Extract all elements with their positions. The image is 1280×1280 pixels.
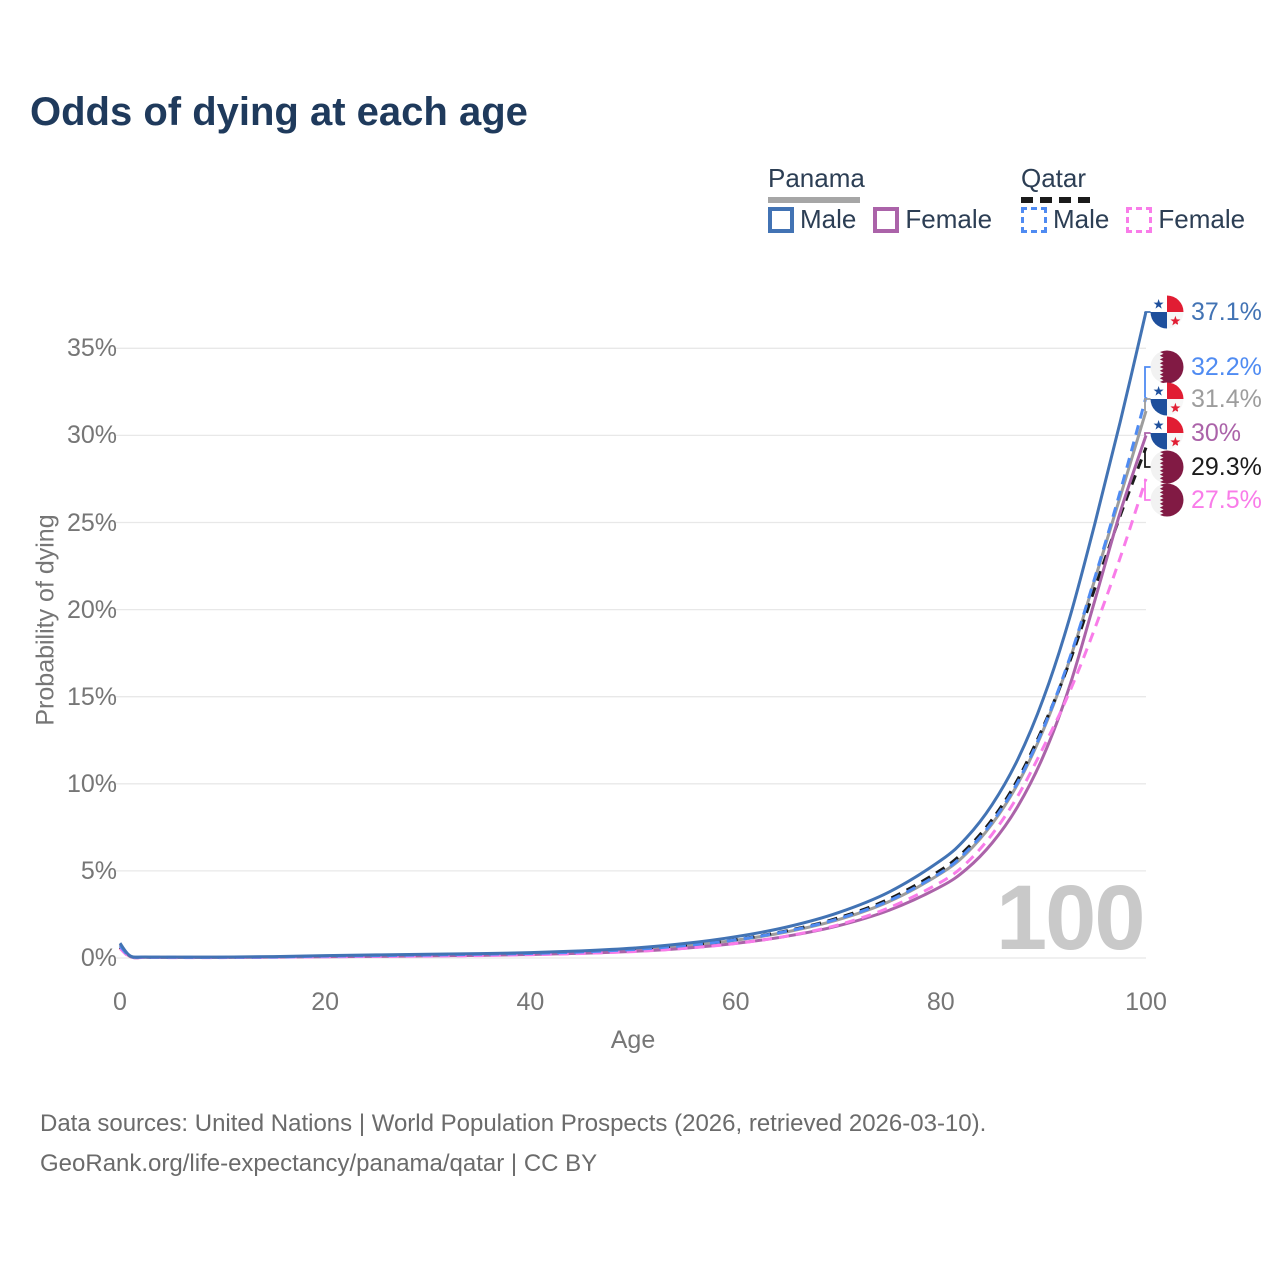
footer-data-sources: Data sources: United Nations | World Pop…	[40, 1110, 987, 1137]
panama-female-swatch-icon	[873, 206, 900, 233]
label-connector-panama	[1144, 398, 1152, 411]
chart-title: Odds of dying at each age	[30, 90, 528, 134]
legend-panama-underline	[768, 197, 860, 203]
qatar-flag-icon	[1150, 350, 1184, 384]
end-label-panama-total: 31.4%	[1150, 382, 1262, 416]
end-label-panama-male: 37.1%	[1150, 295, 1262, 329]
qatar-male-swatch-icon	[1021, 206, 1047, 233]
legend-item-label: Female	[1158, 204, 1246, 234]
label-connector-qatar-male	[1144, 366, 1152, 398]
legend-item-label: Female	[905, 204, 993, 234]
legend-item-panama-female[interactable]: Female	[873, 204, 992, 235]
footer: Data sources: United Nations | World Pop…	[40, 1104, 986, 1184]
panama-flag-icon	[1150, 416, 1184, 450]
qatar-flag-icon	[1150, 450, 1184, 484]
end-value: 27.5%	[1191, 485, 1262, 514]
qatar-female-swatch-icon	[1126, 206, 1153, 233]
legend-items-panama: Male Female	[768, 204, 1009, 235]
label-connector-panama-female	[1144, 432, 1152, 436]
end-value: 29.3%	[1191, 452, 1262, 481]
series-line-panama-male	[118, 311, 1148, 959]
legend-item-label: Male	[800, 204, 857, 234]
legend-group-panama-label: Panama	[768, 163, 865, 193]
label-connector-qatar	[1144, 447, 1152, 468]
legend-item-panama-male[interactable]: Male	[768, 204, 856, 235]
end-label-qatar-female: 27.5%	[1150, 483, 1262, 517]
series-line-qatar-female	[118, 478, 1148, 960]
qatar-flag-icon	[1150, 483, 1184, 517]
end-value: 37.1%	[1191, 297, 1262, 326]
footer-attribution: GeoRank.org/life-expectancy/panama/qatar…	[40, 1150, 598, 1177]
legend-item-qatar-female[interactable]: Female	[1126, 204, 1245, 235]
panama-flag-icon	[1150, 295, 1184, 329]
age-watermark: 100	[996, 867, 1145, 969]
series-line-qatar	[118, 447, 1148, 960]
legend-item-qatar-male[interactable]: Male	[1021, 204, 1109, 235]
label-connector-qatar-female	[1144, 478, 1152, 501]
end-value: 30%	[1191, 418, 1242, 447]
end-label-qatar-male: 32.2%	[1150, 350, 1262, 384]
end-label-panama-female: 30%	[1150, 416, 1241, 450]
end-value: 32.2%	[1191, 352, 1262, 381]
panama-flag-icon	[1150, 382, 1184, 416]
legend-group-panama: Panama	[768, 163, 865, 203]
series-line-panama	[118, 410, 1148, 959]
legend-qatar-underline	[1021, 197, 1091, 203]
end-value: 31.4%	[1191, 384, 1262, 413]
panama-male-swatch-icon	[768, 206, 794, 233]
legend-items-qatar: Male Female	[1021, 204, 1262, 235]
legend-group-qatar: Qatar	[1021, 163, 1091, 203]
legend-group-qatar-label: Qatar	[1021, 163, 1087, 193]
legend-item-label: Male	[1053, 204, 1110, 234]
end-label-qatar-total: 29.3%	[1150, 450, 1262, 484]
series-line-qatar-male	[118, 396, 1148, 959]
